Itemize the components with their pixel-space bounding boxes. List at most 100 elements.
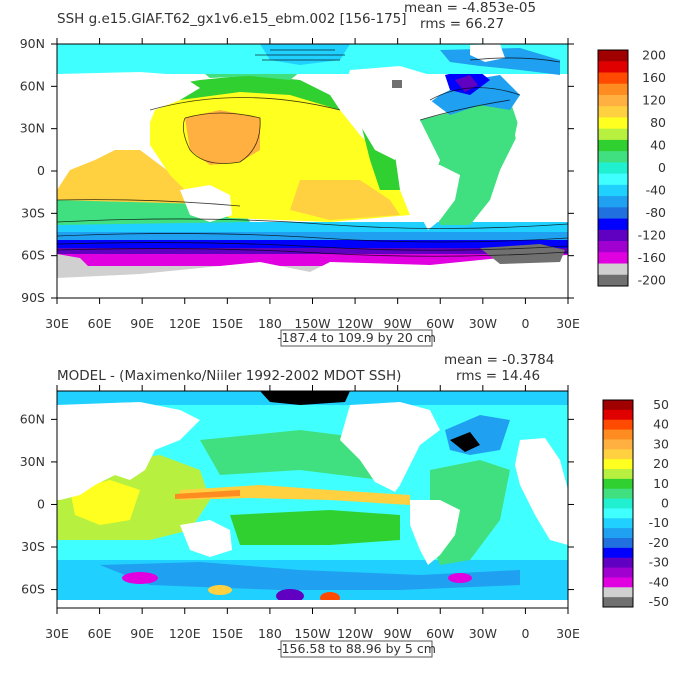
y-tick-label: 30S <box>21 539 45 554</box>
panel1-range-box <box>280 329 433 347</box>
colorbar-swatch <box>598 61 628 73</box>
panel2-rms: rms = 14.46 <box>456 368 540 384</box>
y-tick-label: 60S <box>21 248 45 263</box>
colorbar-swatch <box>603 439 633 450</box>
colorbar-label: 0 <box>658 160 666 175</box>
colorbar-label: 40 <box>653 417 669 432</box>
x-tick-label: 180 <box>258 316 282 331</box>
x-tick-label: 60W <box>426 626 454 641</box>
colorbar-swatch <box>603 478 633 490</box>
panel1-y-axis: 90N 60N 30N 0 30S 60S 90S <box>20 36 574 305</box>
colorbar-label: -120 <box>638 227 666 242</box>
x-tick-label: 120E <box>169 626 201 641</box>
x-tick-label: 120W <box>337 626 373 641</box>
colorbar-swatch <box>598 263 628 276</box>
colorbar-label: -80 <box>646 205 666 220</box>
colorbar-swatch <box>598 50 628 62</box>
colorbar-swatch <box>603 488 633 500</box>
panel1-map <box>57 44 568 298</box>
colorbar-swatch <box>598 274 628 287</box>
panel1-x-axis: 30E 60E 90E 120E 150E 180 150W 120W 90W 60W 30W 0 30… <box>45 38 580 331</box>
y-tick-label: 0 <box>37 496 45 511</box>
panel2-map <box>57 391 568 608</box>
y-tick-label: 60N <box>20 78 45 93</box>
colorbar-label: -160 <box>638 250 666 265</box>
colorbar-label: -10 <box>649 515 669 530</box>
x-tick-label: 90W <box>384 316 412 331</box>
y-tick-label: 30N <box>20 454 45 469</box>
ssh-panel: SSH g.e15.GIAF.T62_gx1v6.e15_ebm.002 [15… <box>20 0 666 347</box>
y-tick-label: 90N <box>20 36 45 51</box>
colorbar-swatch <box>598 173 628 186</box>
colorbar-swatch <box>603 498 633 509</box>
colorbar-label: 160 <box>642 70 666 85</box>
colorbar-label: 120 <box>642 93 666 108</box>
x-tick-label: 60E <box>88 316 112 331</box>
colorbar-swatch <box>603 469 633 480</box>
x-tick-label: 30E <box>45 316 69 331</box>
colorbar-swatch <box>598 196 628 208</box>
colorbar-swatch <box>598 241 628 253</box>
panel1-range-note: -187.4 to 109.9 by 20 cm <box>277 330 436 345</box>
panel1-rms: rms = 66.27 <box>420 16 504 32</box>
colorbar-swatch <box>603 518 633 529</box>
colorbar-label: 40 <box>650 138 666 153</box>
colorbar-label: -50 <box>649 594 669 609</box>
colorbar-swatch <box>598 207 628 220</box>
y-tick-label: 60S <box>21 582 45 597</box>
colorbar-label: 10 <box>653 476 669 491</box>
colorbar-label: -200 <box>638 272 666 287</box>
panel1-mean: mean = -4.853e-05 <box>404 0 536 16</box>
colorbar-swatch <box>598 218 628 231</box>
colorbar-label: 200 <box>642 48 666 63</box>
colorbar-frame <box>602 399 634 608</box>
colorbar-swatch <box>598 139 628 152</box>
x-tick-label: 0 <box>521 626 529 641</box>
colorbar-label: 20 <box>653 456 669 471</box>
y-tick-label: 0 <box>37 163 45 178</box>
colorbar-swatch <box>598 184 628 197</box>
x-tick-label: 150W <box>294 626 330 641</box>
y-tick-label: 60N <box>20 411 45 426</box>
colorbar-label: 80 <box>650 115 666 130</box>
colorbar-swatch <box>598 94 628 107</box>
model-minus-obs-panel: MODEL - (Maximenko/Niiler 1992-2002 MDOT… <box>20 352 669 658</box>
colorbar-swatch <box>598 117 628 130</box>
x-tick-label: 30E <box>556 316 580 331</box>
colorbar-swatch <box>598 83 628 96</box>
x-tick-label: 30W <box>469 626 497 641</box>
colorbar-swatch <box>598 151 628 163</box>
colorbar-swatch <box>598 162 628 175</box>
panel2-colorbar: 50 40 30 20 10 0 -10 -20 -30 -40 -50 <box>602 397 669 609</box>
colorbar-label: 50 <box>653 397 669 412</box>
x-tick-label: 150E <box>211 626 243 641</box>
x-tick-label: 30E <box>45 626 69 641</box>
y-tick-label: 30S <box>21 205 45 220</box>
colorbar-swatch <box>603 557 633 569</box>
colorbar-swatch <box>598 72 628 85</box>
colorbar-swatch <box>603 597 633 608</box>
colorbar-label: 0 <box>661 496 669 511</box>
x-tick-label: 120W <box>337 316 373 331</box>
colorbar-swatch <box>603 400 633 411</box>
colorbar-swatch <box>603 538 633 549</box>
colorbar-swatch <box>603 419 633 431</box>
colorbar-label: -40 <box>649 574 669 589</box>
colorbar-swatch <box>603 577 633 588</box>
panel1-title: SSH g.e15.GIAF.T62_gx1v6.e15_ebm.002 [15… <box>57 11 407 27</box>
x-tick-label: 60E <box>88 626 112 641</box>
x-tick-label: 30W <box>469 316 497 331</box>
colorbar-swatch <box>603 528 633 539</box>
panel2-range-note: -156.58 to 88.96 by 5 cm <box>277 641 436 656</box>
colorbar-swatch <box>603 508 633 519</box>
panel2-mean: mean = -0.3784 <box>444 352 554 368</box>
x-tick-label: 60W <box>426 316 454 331</box>
colorbar-label: -30 <box>649 555 669 570</box>
colorbar-swatch <box>598 229 628 242</box>
colorbar-swatch <box>603 459 633 470</box>
colorbar-swatch <box>598 106 628 118</box>
x-tick-label: 120E <box>169 316 201 331</box>
x-tick-label: 0 <box>521 316 529 331</box>
panel2-y-axis: 60N 30N 0 30S 60S <box>20 411 574 597</box>
